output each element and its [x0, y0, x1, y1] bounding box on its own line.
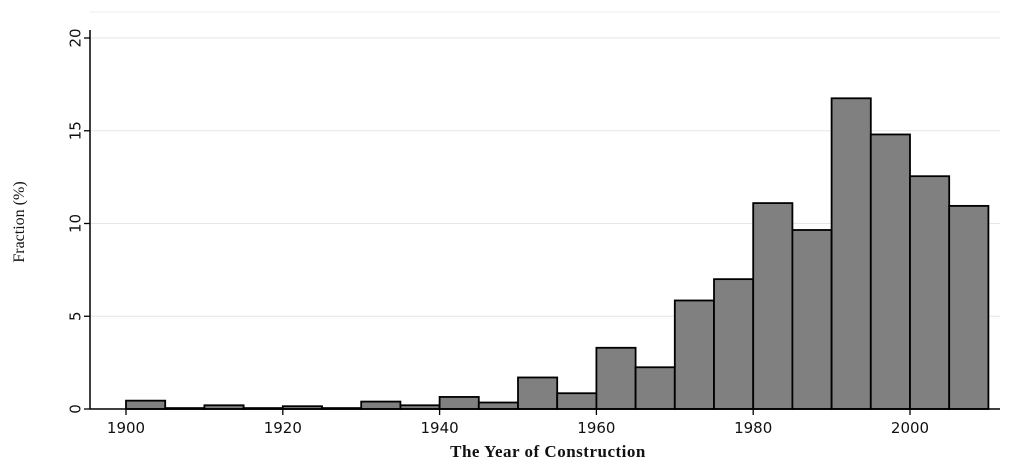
- bar-1975: [713, 278, 755, 410]
- x-axis-label: The Year of Construction: [450, 442, 646, 460]
- bar-1955: [556, 392, 598, 410]
- y-tick-label-10: 10: [66, 214, 84, 233]
- bar-2000: [909, 175, 951, 410]
- bar-1980: [752, 202, 794, 410]
- tick-labels: 0 5 10 15 20 1900 1920 1940 1960 1980 2000: [66, 28, 929, 437]
- x-tick-label-1960: 1960: [577, 419, 615, 437]
- bar-1990: [830, 97, 872, 410]
- y-axis-label: Fraction (%): [11, 181, 28, 262]
- bar-1995: [869, 133, 911, 410]
- y-tick-label-15: 15: [66, 121, 84, 140]
- bar-1970: [673, 299, 715, 410]
- bar-1985: [791, 229, 833, 410]
- bar-1940: [438, 396, 480, 410]
- y-tick-label-20: 20: [66, 28, 84, 47]
- bar-1965: [634, 366, 676, 410]
- x-tick-label-1980: 1980: [734, 419, 772, 437]
- bar-1960: [595, 346, 637, 410]
- bar-1945: [477, 401, 519, 410]
- y-tick-label-0: 0: [66, 404, 84, 414]
- x-tick-label-1920: 1920: [264, 419, 302, 437]
- bar-1950: [517, 376, 559, 410]
- bars: [125, 97, 990, 410]
- axes: [84, 30, 1000, 415]
- x-tick-label-1940: 1940: [421, 419, 459, 437]
- x-tick-label-2000: 2000: [891, 419, 929, 437]
- y-tick-label-5: 5: [66, 311, 84, 321]
- bar-1900: [125, 399, 167, 410]
- bar-2005: [948, 204, 990, 410]
- bar-1930: [360, 400, 402, 410]
- x-tick-label-1900: 1900: [107, 419, 145, 437]
